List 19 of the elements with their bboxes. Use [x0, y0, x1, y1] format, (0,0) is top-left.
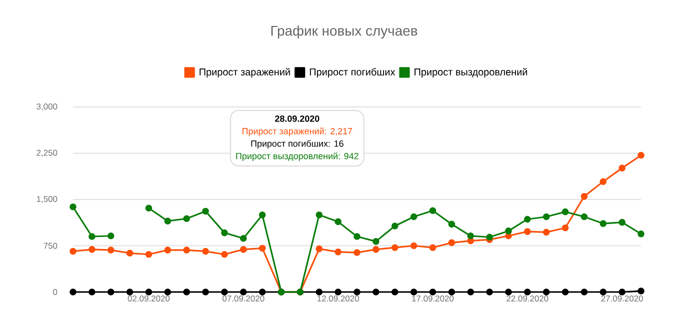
- x-tick-label: 12.09.2020: [318, 296, 359, 302]
- y-tick-label: 1,500: [36, 196, 58, 203]
- x-tick-label: 17.09.2020: [412, 296, 454, 302]
- annotation: Прирост выздоровлений: 942: [236, 152, 358, 161]
- legend-label: Прирост погибших: [310, 68, 396, 78]
- y-tick-label: 750: [44, 242, 58, 249]
- y-tick-label: 2,250: [36, 150, 58, 157]
- y-tick-label: 0: [53, 289, 58, 295]
- y-tick-label: 3,000: [36, 104, 58, 110]
- legend-label: Прирост выздоровлений: [414, 68, 528, 78]
- x-tick-label: 02.09.2020: [128, 296, 170, 302]
- x-tick-label: 07.09.2020: [222, 296, 264, 302]
- annotation: Прирост погибших: 16: [251, 140, 344, 149]
- x-tick-label: 22.09.2020: [506, 296, 548, 302]
- chart-title: График новых случаев: [271, 25, 418, 38]
- annotation: 28.09.2020: [275, 115, 320, 122]
- x-tick-label: 27.09.2020: [601, 296, 643, 302]
- annotation: Прирост заражений: 2,217: [242, 128, 352, 136]
- legend-label: Прирост заражений: [200, 68, 290, 78]
